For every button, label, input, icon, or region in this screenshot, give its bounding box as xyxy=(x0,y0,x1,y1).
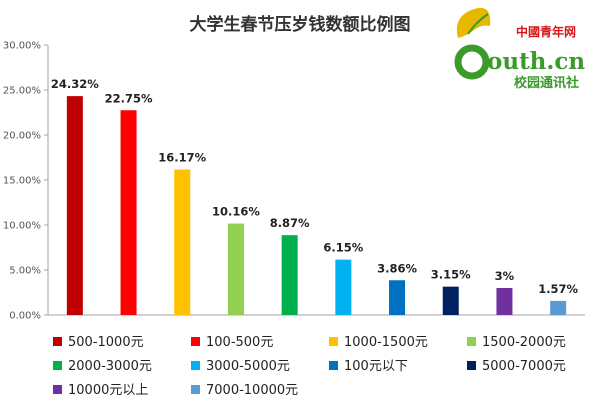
youth-cn-logo: 中國青年网 outh.cn 校园通讯社 xyxy=(454,7,585,91)
bar xyxy=(496,288,513,315)
bar xyxy=(227,223,244,315)
data-label: 10.16% xyxy=(212,205,260,219)
logo-tagline: 校园通讯社 xyxy=(514,75,579,91)
data-label: 24.32% xyxy=(51,77,99,91)
legend-label: 100元以下 xyxy=(344,359,408,374)
legend-swatch xyxy=(191,337,200,346)
data-label: 6.15% xyxy=(323,241,363,255)
data-label: 3% xyxy=(495,269,515,283)
legend-label: 10000元以上 xyxy=(68,383,148,398)
bar xyxy=(550,300,567,315)
y-tick-label: 5.00% xyxy=(9,266,41,277)
data-label: 3.15% xyxy=(431,268,471,282)
legend-swatch xyxy=(53,385,62,394)
legend-label: 1000-1500元 xyxy=(344,335,428,350)
legend-swatch xyxy=(329,361,338,370)
legend-label: 7000-10000元 xyxy=(206,383,298,398)
legend-swatch xyxy=(329,337,338,346)
leaf-stem-icon xyxy=(467,13,489,35)
y-tick-label: 25.00% xyxy=(3,86,41,97)
data-label: 22.75% xyxy=(105,91,153,105)
bar xyxy=(389,280,406,315)
legend-label: 100-500元 xyxy=(206,335,273,350)
bar xyxy=(442,286,459,315)
legend-swatch xyxy=(53,337,62,346)
data-label: 8.87% xyxy=(270,216,310,230)
bar xyxy=(66,96,83,316)
legend-swatch xyxy=(191,361,200,370)
chart-legend: 500-1000元 100-500元 1000-1500元 1500-2000元 200… xyxy=(53,335,566,398)
chart-title: 大学生春节压岁钱数额比例图 xyxy=(190,14,411,35)
legend-label: 2000-3000元 xyxy=(68,359,152,374)
legend-swatch xyxy=(467,337,476,346)
data-label: 3.86% xyxy=(377,261,417,275)
data-label: 16.17% xyxy=(158,150,206,164)
legend-label: 1500-2000元 xyxy=(482,335,566,350)
logo-site-text: outh.cn xyxy=(487,48,585,75)
legend-label: 3000-5000元 xyxy=(206,359,290,374)
bar xyxy=(120,110,137,315)
y-tick-label: 20.00% xyxy=(3,131,41,142)
y-tick-label: 30.00% xyxy=(3,41,41,52)
bar xyxy=(335,259,352,315)
plot-area: 0.00% 5.00% 10.00% 15.00% 20.00% 25.00% 30.00%… xyxy=(3,41,585,322)
logo-brand-line: 中國青年网 xyxy=(516,24,576,39)
bar xyxy=(174,169,191,315)
bar xyxy=(281,235,298,315)
legend-label: 500-1000元 xyxy=(68,335,144,350)
legend-swatch xyxy=(53,361,62,370)
leaf-icon xyxy=(456,7,491,38)
legend-swatch xyxy=(191,385,200,394)
y-tick-label: 15.00% xyxy=(3,176,41,187)
legend-label: 5000-7000元 xyxy=(482,359,566,374)
logo-ring-icon xyxy=(454,44,490,80)
y-tick-label: 0.00% xyxy=(9,311,41,322)
data-label: 1.57% xyxy=(538,282,578,296)
y-tick-label: 10.00% xyxy=(3,221,41,232)
legend-swatch xyxy=(467,361,476,370)
